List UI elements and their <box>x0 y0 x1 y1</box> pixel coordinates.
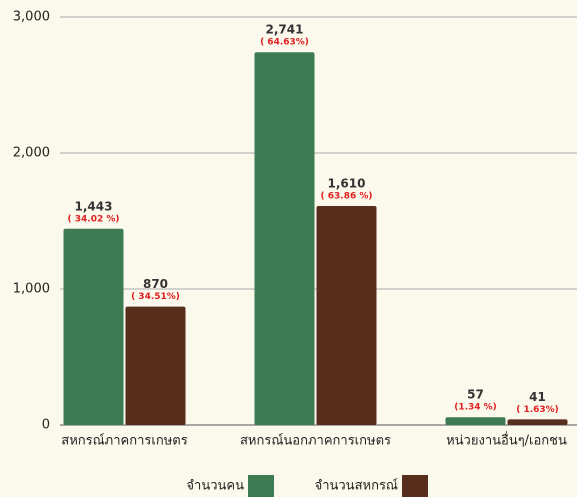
percent-label: (1.34 %) <box>454 403 497 413</box>
percent-label: ( 1.63%) <box>516 405 559 415</box>
bar <box>445 417 506 425</box>
bar <box>507 419 568 425</box>
value-label: 2,741 <box>266 23 304 37</box>
bar <box>254 52 315 425</box>
value-label: 870 <box>143 277 168 291</box>
bar <box>316 206 377 425</box>
bar <box>63 228 124 425</box>
value-label: 1,610 <box>328 177 366 191</box>
legend-label: จำนวนคน <box>186 479 244 494</box>
percent-label: ( 34.51%) <box>131 292 180 302</box>
percent-label: ( 63.86 %) <box>321 192 373 202</box>
x-tick-label: หน่วยงานอื่นๆ/เอกชน <box>446 432 567 449</box>
value-label: 57 <box>467 388 484 402</box>
y-tick-label: 1,000 <box>13 282 50 297</box>
value-label: 41 <box>529 390 546 404</box>
value-label: 1,443 <box>75 199 113 213</box>
y-tick-label: 2,000 <box>13 146 50 161</box>
legend-swatch <box>248 475 274 497</box>
legend-swatch <box>402 475 428 497</box>
percent-label: ( 64.63%) <box>260 38 309 48</box>
x-tick-label: สหกรณ์ภาคการเกษตร <box>61 433 187 449</box>
legend-label: จำนวนสหกรณ์ <box>315 478 398 494</box>
percent-label: ( 34.02 %) <box>68 214 120 224</box>
y-tick-label: 0 <box>42 418 50 433</box>
y-tick-label: 3,000 <box>13 10 50 25</box>
x-tick-label: สหกรณ์นอกภาคการเกษตร <box>240 433 391 449</box>
bar <box>125 306 186 425</box>
